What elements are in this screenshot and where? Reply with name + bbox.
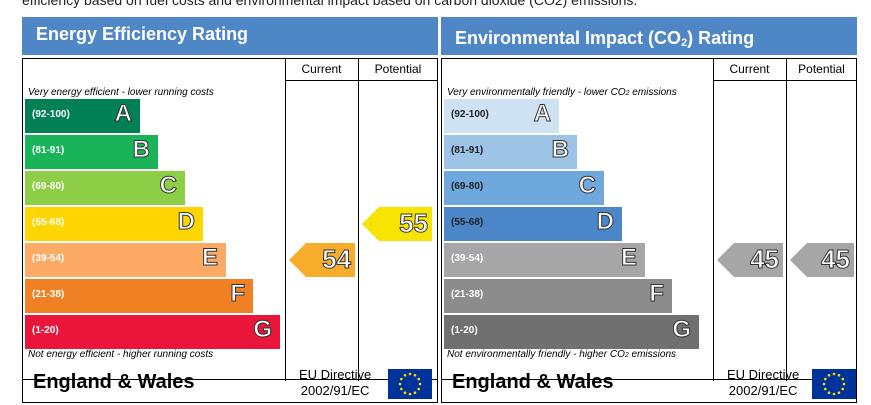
band-letter: G [253,316,273,344]
energy-band-g: (1-20) G [25,315,280,349]
environment-band-a: (92-100) A [444,99,559,133]
band-range-label: (81-91) [32,145,65,156]
environment-chart: Current Potential Very environmentally f… [441,58,857,381]
environment-band-c: (69-80) C [444,171,604,205]
band-range-label: (92-100) [451,109,489,120]
band-letter: B [132,136,150,164]
band-range-label: (92-100) [32,109,70,120]
band-range-label: (1-20) [32,325,59,336]
environment-band-f: (21-38) F [444,279,672,313]
eu-directive: EU Directive 2002/91/EC [727,367,800,398]
environment-top-note: Very environmentally friendly - lower CO… [447,87,677,98]
energy-rating-panel: Energy Efficiency Rating Current Potenti… [22,17,438,403]
environment-band-b: (81-91) B [444,135,577,169]
rating-value: 55 [399,208,429,239]
intro-text: efficiency based on fuel costs and envir… [22,0,638,8]
band-letter: F [230,280,246,308]
energy-col-current: Current [301,62,342,76]
band-range-label: (55-68) [32,217,65,228]
eu-star [837,374,841,377]
environment-panel-title: Environmental Impact (CO2) Rating [441,17,857,55]
environment-band-g: (1-20) G [444,315,699,349]
band-range-label: (69-80) [451,181,484,192]
band-letter: D [596,208,614,236]
band-letter: F [649,280,665,308]
band-range-label: (21-38) [451,289,484,300]
band-letter: D [177,208,195,236]
eu-star [408,372,412,376]
environment-col-current: Current [729,62,770,76]
eu-star [827,374,831,377]
rating-value: 45 [750,244,780,275]
eu-star [400,377,403,381]
eu-star [841,377,844,381]
energy-current-rating-arrow: 54 [289,243,355,277]
environment-band-d: (55-68) D [444,207,622,241]
rating-value: 45 [821,244,851,275]
environment-bottom-note: Not environmentally friendly - higher CO… [447,349,677,360]
eu-star [824,387,827,391]
band-range-label: (69-80) [32,181,65,192]
band-letter: E [201,244,218,272]
band-letter: C [578,172,596,200]
eu-star [824,377,827,381]
eu-star [413,374,417,377]
band-letter: E [620,244,637,272]
eu-star [403,391,407,394]
energy-col-potential: Potential [374,62,422,76]
eu-star [832,392,836,396]
eu-star [842,382,846,386]
energy-potential-rating-arrow: 55 [362,207,432,241]
eu-flag-icon [388,369,432,399]
energy-band-c: (69-80) C [25,171,185,205]
eu-star [403,374,407,377]
band-letter: G [672,316,692,344]
eu-star [413,391,417,394]
eu-star [822,382,826,386]
energy-chart: Current Potential Very energy efficient … [22,58,438,381]
eu-star [827,391,831,394]
environmental-rating-panel: Environmental Impact (CO2) Rating Curren… [441,17,857,403]
band-letter: C [159,172,177,200]
eu-star [837,391,841,394]
energy-top-note: Very energy efficient - lower running co… [28,87,214,98]
rating-value: 54 [322,244,352,275]
energy-footer: England & Wales EU Directive 2002/91/EC [22,363,438,403]
country-label: England & Wales [33,371,195,393]
eu-star [398,382,402,386]
band-letter: A [114,100,132,128]
environment-footer: England & Wales EU Directive 2002/91/EC [441,363,857,403]
environment-potential-rating-arrow: 45 [790,243,854,277]
environment-current-rating-arrow: 45 [717,243,783,277]
eu-star [408,392,412,396]
band-range-label: (1-20) [451,325,478,336]
band-range-label: (39-54) [32,253,65,264]
energy-band-e: (39-54) E [25,243,226,277]
energy-band-a: (92-100) A [25,99,140,133]
band-range-label: (21-38) [32,289,65,300]
band-range-label: (39-54) [451,253,484,264]
eu-star [417,377,420,381]
energy-band-b: (81-91) B [25,135,158,169]
energy-panel-title: Energy Efficiency Rating [22,17,438,55]
energy-bottom-note: Not energy efficient - higher running co… [28,349,214,360]
environment-band-e: (39-54) E [444,243,645,277]
band-range-label: (81-91) [451,145,484,156]
band-letter: B [551,136,569,164]
eu-directive: EU Directive 2002/91/EC [299,367,372,398]
band-letter: A [533,100,551,128]
environment-col-potential: Potential [798,62,845,76]
band-range-label: (55-68) [451,217,484,228]
eu-star [418,382,422,386]
energy-band-f: (21-38) F [25,279,253,313]
eu-stars-icon [398,372,422,396]
eu-flag-icon [812,369,856,399]
eu-star [832,372,836,376]
eu-stars-icon [822,372,846,396]
eu-star [841,387,844,391]
energy-band-d: (55-68) D [25,207,203,241]
eu-star [400,387,403,391]
eu-star [417,387,420,391]
country-label: England & Wales [452,371,614,393]
